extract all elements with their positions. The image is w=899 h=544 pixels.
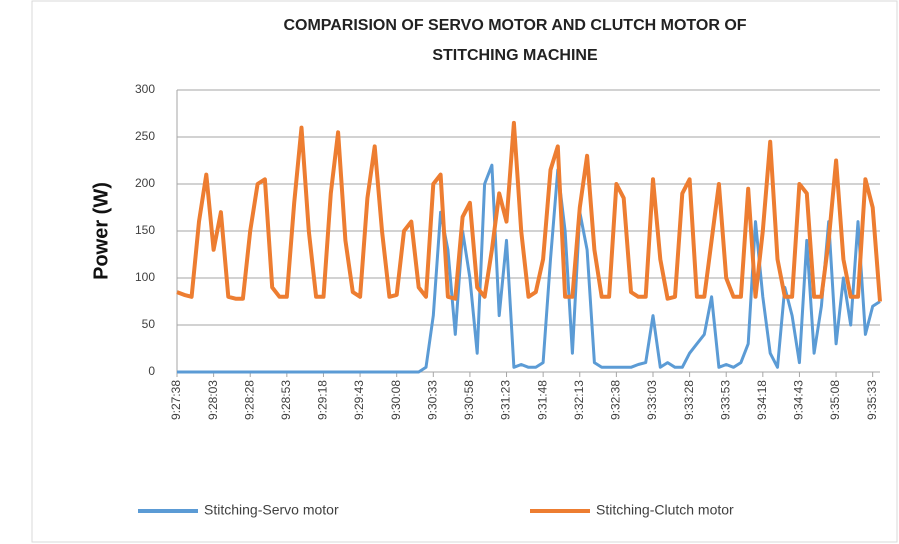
series-line	[176, 120, 882, 302]
legend-label: Stitching-Servo motor	[204, 502, 339, 518]
x-tick-label: 9:33:53	[718, 380, 732, 420]
x-tick-label: 9:30:08	[389, 380, 403, 420]
y-tick-label: 0	[148, 364, 155, 378]
x-tick-label: 9:32:13	[572, 380, 586, 420]
x-tick-label: 9:32:38	[609, 380, 623, 420]
x-tick-label: 9:33:03	[645, 380, 659, 420]
chart-title: COMPARISION OF SERVO MOTOR AND CLUTCH MO…	[283, 17, 746, 34]
chart-title: STITCHING MACHINE	[432, 47, 598, 64]
x-tick-label: 9:31:23	[499, 380, 513, 420]
x-tick-label: 9:27:38	[169, 380, 183, 420]
y-tick-label: 250	[135, 129, 155, 143]
legend-label: Stitching-Clutch motor	[596, 502, 734, 518]
y-tick-label: 300	[135, 82, 155, 96]
x-tick-label: 9:30:58	[462, 380, 476, 420]
x-tick-label: 9:33:28	[682, 380, 696, 420]
x-tick-label: 9:30:33	[425, 380, 439, 420]
y-tick-label: 150	[135, 223, 155, 237]
series-line	[177, 163, 881, 374]
x-tick-label: 9:31:48	[535, 380, 549, 420]
x-tick-label: 9:34:43	[792, 380, 806, 420]
x-tick-label: 9:29:18	[316, 380, 330, 420]
x-tick-label: 9:28:28	[242, 380, 256, 420]
x-tick-label: 9:29:43	[352, 380, 366, 420]
y-tick-label: 50	[142, 317, 156, 331]
y-tick-label: 200	[135, 176, 155, 190]
x-tick-label: 9:35:08	[828, 380, 842, 420]
y-axis-label: Power (W)	[90, 182, 112, 280]
x-tick-label: 9:28:53	[279, 380, 293, 420]
x-tick-label: 9:28:03	[206, 380, 220, 420]
x-tick-label: 9:35:33	[865, 380, 879, 420]
y-tick-label: 100	[135, 270, 155, 284]
x-tick-label: 9:34:18	[755, 380, 769, 420]
chart-frame	[31, 0, 898, 543]
